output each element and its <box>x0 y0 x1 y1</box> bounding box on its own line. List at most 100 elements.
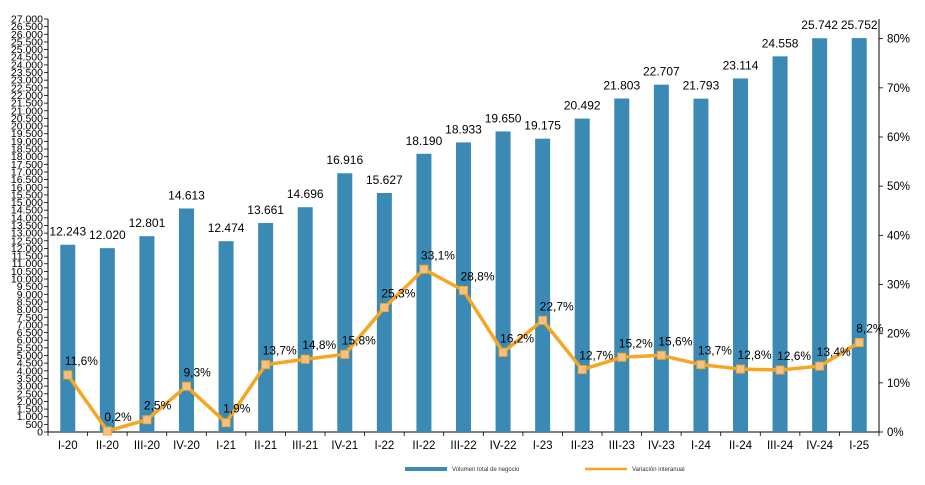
y-left-tick-label: 19.000 <box>11 136 43 148</box>
line-point <box>261 360 271 370</box>
y-right-tick-label: 20% <box>887 329 910 341</box>
x-tick-label: III-24 <box>767 440 794 452</box>
x-tick-label: III-21 <box>292 440 318 452</box>
y-left-tick-label: 9.000 <box>17 289 43 301</box>
y-left-tick-label: 4.000 <box>17 365 43 377</box>
y-left-tick-label: 10.500 <box>11 266 43 278</box>
bar <box>99 248 115 432</box>
x-tick-label: III-23 <box>609 440 635 452</box>
y-left-tick-label: 15.500 <box>11 189 43 201</box>
y-left-tick-label: 23.500 <box>11 67 43 79</box>
bar-data-label: 14.696 <box>287 187 324 201</box>
y-left-tick-label: 21.500 <box>11 98 43 110</box>
legend-label: Volumen total de negocio <box>452 467 520 473</box>
axes: 05001.0001.5002.0002.5003.0003.5004.0004… <box>11 14 910 453</box>
line-data-label: 25,3% <box>381 287 415 301</box>
bar-data-label: 18.190 <box>406 134 443 148</box>
line-point <box>854 338 864 348</box>
line-data-label: 12,6% <box>777 349 811 363</box>
bar-data-label: 12.474 <box>208 221 245 235</box>
bar <box>60 244 76 432</box>
y-right-tick-label: 80% <box>887 34 910 46</box>
y-left-tick-label: 13.000 <box>11 228 43 240</box>
bar-data-label: 12.020 <box>89 228 126 242</box>
y-left-tick-label: 10.000 <box>11 274 43 286</box>
line-point <box>577 365 587 375</box>
y-left-tick-label: 8.000 <box>17 304 43 316</box>
x-tick-label: IV-24 <box>806 440 833 452</box>
line-point <box>419 264 429 274</box>
y-left-tick-label: 13.500 <box>11 220 43 232</box>
bar-data-label: 19.650 <box>485 111 522 125</box>
y-left-tick-label: 7.000 <box>17 319 43 331</box>
y-left-tick-label: 3.000 <box>17 381 43 393</box>
bar-data-label: 21.793 <box>683 79 720 93</box>
bar-data-label: 14.613 <box>168 188 205 202</box>
line-point <box>617 352 627 362</box>
y-left-tick-label: 23.000 <box>11 75 43 87</box>
line-point <box>300 354 310 364</box>
y-left-tick-label: 5.500 <box>17 342 43 354</box>
bar <box>851 38 867 432</box>
bar <box>812 38 828 433</box>
bar-data-label: 13.661 <box>247 203 284 217</box>
bar-data-label: 12.243 <box>49 225 86 239</box>
line-data-label: 13,7% <box>263 344 297 358</box>
line-labels: 11,6% 0,2% 2,5% 9,3% 1,9% 13,7% 14,8% 15,8% 25,3… <box>65 248 884 424</box>
y-left-tick-label: 12.000 <box>11 243 43 255</box>
x-tick-label: IV-21 <box>331 440 358 452</box>
y-right-tick-label: 50% <box>887 181 910 193</box>
line-data-label: 15,2% <box>619 336 653 350</box>
y-left-tick-label: 24.500 <box>11 52 43 64</box>
y-left-tick-label: 16.000 <box>11 182 43 194</box>
y-left-tick-label: 24.000 <box>11 59 43 71</box>
y-left-tick-label: 2.000 <box>17 396 43 408</box>
x-tick-label: II-24 <box>729 440 753 452</box>
bar <box>693 98 709 432</box>
y-left-tick-label: 4.500 <box>17 358 43 370</box>
bar <box>614 98 630 433</box>
bar <box>733 78 748 432</box>
y-left-tick-label: 26.000 <box>11 29 43 41</box>
y-left-tick-label: 25.500 <box>11 36 43 48</box>
y-left-tick-label: 0 <box>37 427 43 439</box>
y-right-tick-label: 30% <box>887 280 910 292</box>
y-left-tick-label: 20.000 <box>11 121 43 133</box>
line-point <box>142 415 152 425</box>
x-tick-label: I-24 <box>691 440 711 452</box>
bar-data-label: 21.803 <box>603 78 640 92</box>
line-data-label: 22,7% <box>540 299 574 313</box>
line-point <box>538 315 548 325</box>
y-left-tick-label: 2.500 <box>17 388 43 400</box>
bar <box>376 192 392 432</box>
y-left-tick-label: 26.500 <box>11 21 43 33</box>
line-point <box>379 303 389 313</box>
line-point <box>775 365 785 375</box>
line-data-label: 13,4% <box>817 345 851 359</box>
y-left-tick-label: 25.000 <box>11 44 43 56</box>
y-left-tick-label: 18.500 <box>11 144 43 156</box>
x-tick-label: IV-22 <box>490 440 517 452</box>
line-point <box>736 364 745 374</box>
y-left-tick-label: 16.500 <box>11 174 43 186</box>
x-tick-label: III-20 <box>134 440 160 452</box>
line-data-label: 15,8% <box>342 333 376 347</box>
y-left-tick-label: 14.500 <box>11 205 43 217</box>
y-left-tick-label: 12.500 <box>11 235 43 247</box>
y-left-tick-label: 7.500 <box>17 312 43 324</box>
y-left-tick-label: 20.500 <box>11 113 43 125</box>
y-right-tick-label: 10% <box>887 378 910 390</box>
y-right-tick-label: 0% <box>887 427 904 439</box>
x-tick-label: IV-20 <box>173 440 200 452</box>
legend-label: Variación interanual <box>632 467 685 473</box>
bar-data-label: 15.627 <box>366 173 403 187</box>
bar-data-label: 18.933 <box>445 122 482 136</box>
bar <box>179 208 194 432</box>
y-left-tick-label: 27.000 <box>11 14 43 26</box>
y-left-tick-label: 19.500 <box>11 128 43 140</box>
line-data-label: 2,5% <box>144 399 172 413</box>
line-point <box>340 349 350 359</box>
line-data-label: 12,8% <box>738 348 772 362</box>
line-point <box>63 370 73 380</box>
y-left-tick-label: 500 <box>25 419 43 431</box>
